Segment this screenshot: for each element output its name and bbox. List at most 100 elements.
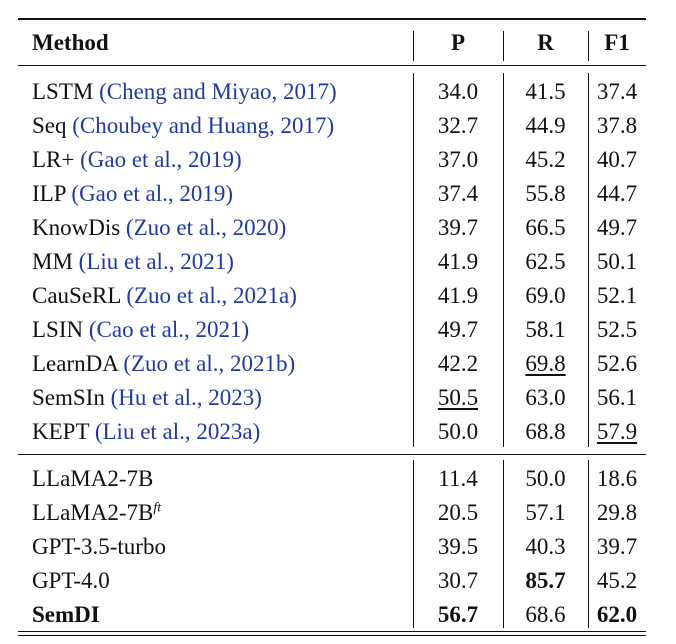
bottom-rule-1 (18, 631, 646, 632)
r-cell: 58.1 (525, 317, 566, 342)
table-row: KnowDis (Zuo et al., 2020) 39.7 66.5 49.… (18, 211, 646, 245)
table-row: MM (Liu et al., 2021) 41.9 62.5 50.1 (18, 245, 646, 279)
method-cell: MM (Liu et al., 2021) (32, 245, 234, 279)
table-row: SemDI 56.7 68.6 62.0 (18, 598, 646, 632)
citation-link[interactable]: (Liu et al., 2021) (78, 249, 234, 274)
r-cell: 63.0 (525, 385, 566, 410)
table-row: LLaMA2-7Bft 20.5 57.1 29.8 (18, 496, 646, 530)
f1-cell: 37.8 (596, 113, 638, 138)
method-name: Seq (32, 113, 73, 138)
vline-g2-3 (588, 460, 589, 628)
f1-cell: 52.6 (596, 351, 638, 376)
p-cell: 49.7 (437, 317, 479, 342)
method-cell: Seq (Choubey and Huang, 2017) (32, 109, 334, 143)
method-name: LearnDA (32, 351, 124, 376)
p-cell: 39.5 (437, 534, 479, 559)
table-row: LSTM (Cheng and Miyao, 2017) 34.0 41.5 3… (18, 75, 646, 109)
table-row: SemSIn (Hu et al., 2023) 50.5 63.0 56.1 (18, 381, 646, 415)
finetuned-superscript: ft (153, 500, 162, 516)
method-name: GPT-3.5-turbo (32, 534, 166, 559)
method-cell: ILP (Gao et al., 2019) (32, 177, 233, 211)
f1-value-underlined: 57.9 (596, 419, 638, 444)
method-cell: CauSeRL (Zuo et al., 2021a) (32, 279, 297, 313)
method-cell: KnowDis (Zuo et al., 2020) (32, 211, 286, 245)
p-cell: 50.5 (413, 381, 503, 415)
vline-header-3 (588, 31, 589, 61)
citation-link[interactable]: (Liu et al., 2023a) (94, 419, 261, 444)
f1-cell: 45.2 (596, 568, 638, 593)
method-name: SemSIn (32, 385, 111, 410)
f1-cell: 52.1 (596, 283, 638, 308)
method-cell: KEPT (Liu et al., 2023a) (32, 415, 260, 449)
method-cell: LSTM (Cheng and Miyao, 2017) (32, 75, 337, 109)
method-name: LSIN (32, 317, 89, 342)
table-row: ILP (Gao et al., 2019) 37.4 55.8 44.7 (18, 177, 646, 211)
p-cell: 41.9 (437, 249, 479, 274)
vline-g1-2 (503, 73, 504, 447)
citation-link[interactable]: (Zuo et al., 2021a) (126, 283, 297, 308)
table-row: LSIN (Cao et al., 2021) 49.7 58.1 52.5 (18, 313, 646, 347)
table-row: GPT-4.0 30.7 85.7 45.2 (18, 564, 646, 598)
p-cell: 32.7 (437, 113, 479, 138)
method-name-ours: SemDI (32, 602, 100, 627)
method-name: GPT-4.0 (32, 568, 110, 593)
citation-link[interactable]: (Gao et al., 2019) (80, 147, 242, 172)
f1-cell: 40.7 (596, 147, 638, 172)
r-cell: 62.5 (525, 249, 566, 274)
table-row: CauSeRL (Zuo et al., 2021a) 41.9 69.0 52… (18, 279, 646, 313)
r-cell: 40.3 (525, 534, 566, 559)
method-name: LR+ (32, 147, 81, 172)
r-cell-best: 85.7 (525, 568, 566, 593)
p-cell: 20.5 (437, 500, 479, 525)
method-name: LLaMA2-7B (32, 466, 154, 491)
citation-link[interactable]: (Cheng and Miyao, 2017) (99, 79, 337, 104)
f1-cell: 44.7 (596, 181, 638, 206)
group-rule (18, 454, 646, 455)
r-cell: 69.0 (525, 283, 566, 308)
citation-link[interactable]: (Zuo et al., 2021b) (123, 351, 296, 376)
p-cell-best: 56.7 (437, 602, 479, 627)
f1-cell: 50.1 (596, 249, 638, 274)
header-r: R (537, 30, 554, 55)
citation-link[interactable]: (Hu et al., 2023) (110, 385, 262, 410)
method-name: KnowDis (32, 215, 126, 240)
citation-link[interactable]: (Cao et al., 2021) (88, 317, 250, 342)
citation-link[interactable]: (Choubey and Huang, 2017) (72, 113, 335, 138)
f1-cell: 52.5 (596, 317, 638, 342)
vline-g2-1 (413, 460, 414, 628)
p-cell: 34.0 (437, 79, 479, 104)
citation-link[interactable]: (Gao et al., 2019) (71, 181, 233, 206)
p-cell: 37.0 (437, 147, 479, 172)
r-cell: 50.0 (525, 466, 566, 491)
f1-cell: 18.6 (596, 466, 638, 491)
method-cell: LearnDA (Zuo et al., 2021b) (32, 347, 295, 381)
p-cell: 42.2 (437, 351, 479, 376)
table-row: KEPT (Liu et al., 2023a) 50.0 68.8 57.9 (18, 415, 646, 449)
vline-header-2 (503, 31, 504, 61)
r-cell: 68.8 (525, 419, 566, 444)
method-name: MM (32, 249, 79, 274)
method-name: ILP (32, 181, 72, 206)
method-name: CauSeRL (32, 283, 127, 308)
header-rule (18, 65, 646, 66)
bottom-rule-2 (18, 635, 646, 636)
r-value-underlined: 69.8 (525, 351, 566, 376)
p-value-underlined: 50.5 (437, 385, 479, 410)
method-cell: LLaMA2-7Bft (32, 496, 161, 530)
table-row: LR+ (Gao et al., 2019) 37.0 45.2 40.7 (18, 143, 646, 177)
f1-cell: 29.8 (596, 500, 638, 525)
header-method: Method (32, 30, 109, 55)
p-cell: 39.7 (437, 215, 479, 240)
table-row: Seq (Choubey and Huang, 2017) 32.7 44.9 … (18, 109, 646, 143)
r-cell: 69.8 (503, 347, 588, 381)
r-cell: 68.6 (525, 602, 566, 627)
r-cell: 57.1 (525, 500, 566, 525)
f1-cell: 37.4 (596, 79, 638, 104)
r-cell: 55.8 (525, 181, 566, 206)
p-cell: 50.0 (437, 419, 479, 444)
vline-g2-2 (503, 460, 504, 628)
f1-cell: 56.1 (596, 385, 638, 410)
citation-link[interactable]: (Zuo et al., 2020) (125, 215, 287, 240)
f1-cell-best: 62.0 (596, 602, 638, 627)
method-name: LLaMA2-7B (32, 500, 154, 525)
